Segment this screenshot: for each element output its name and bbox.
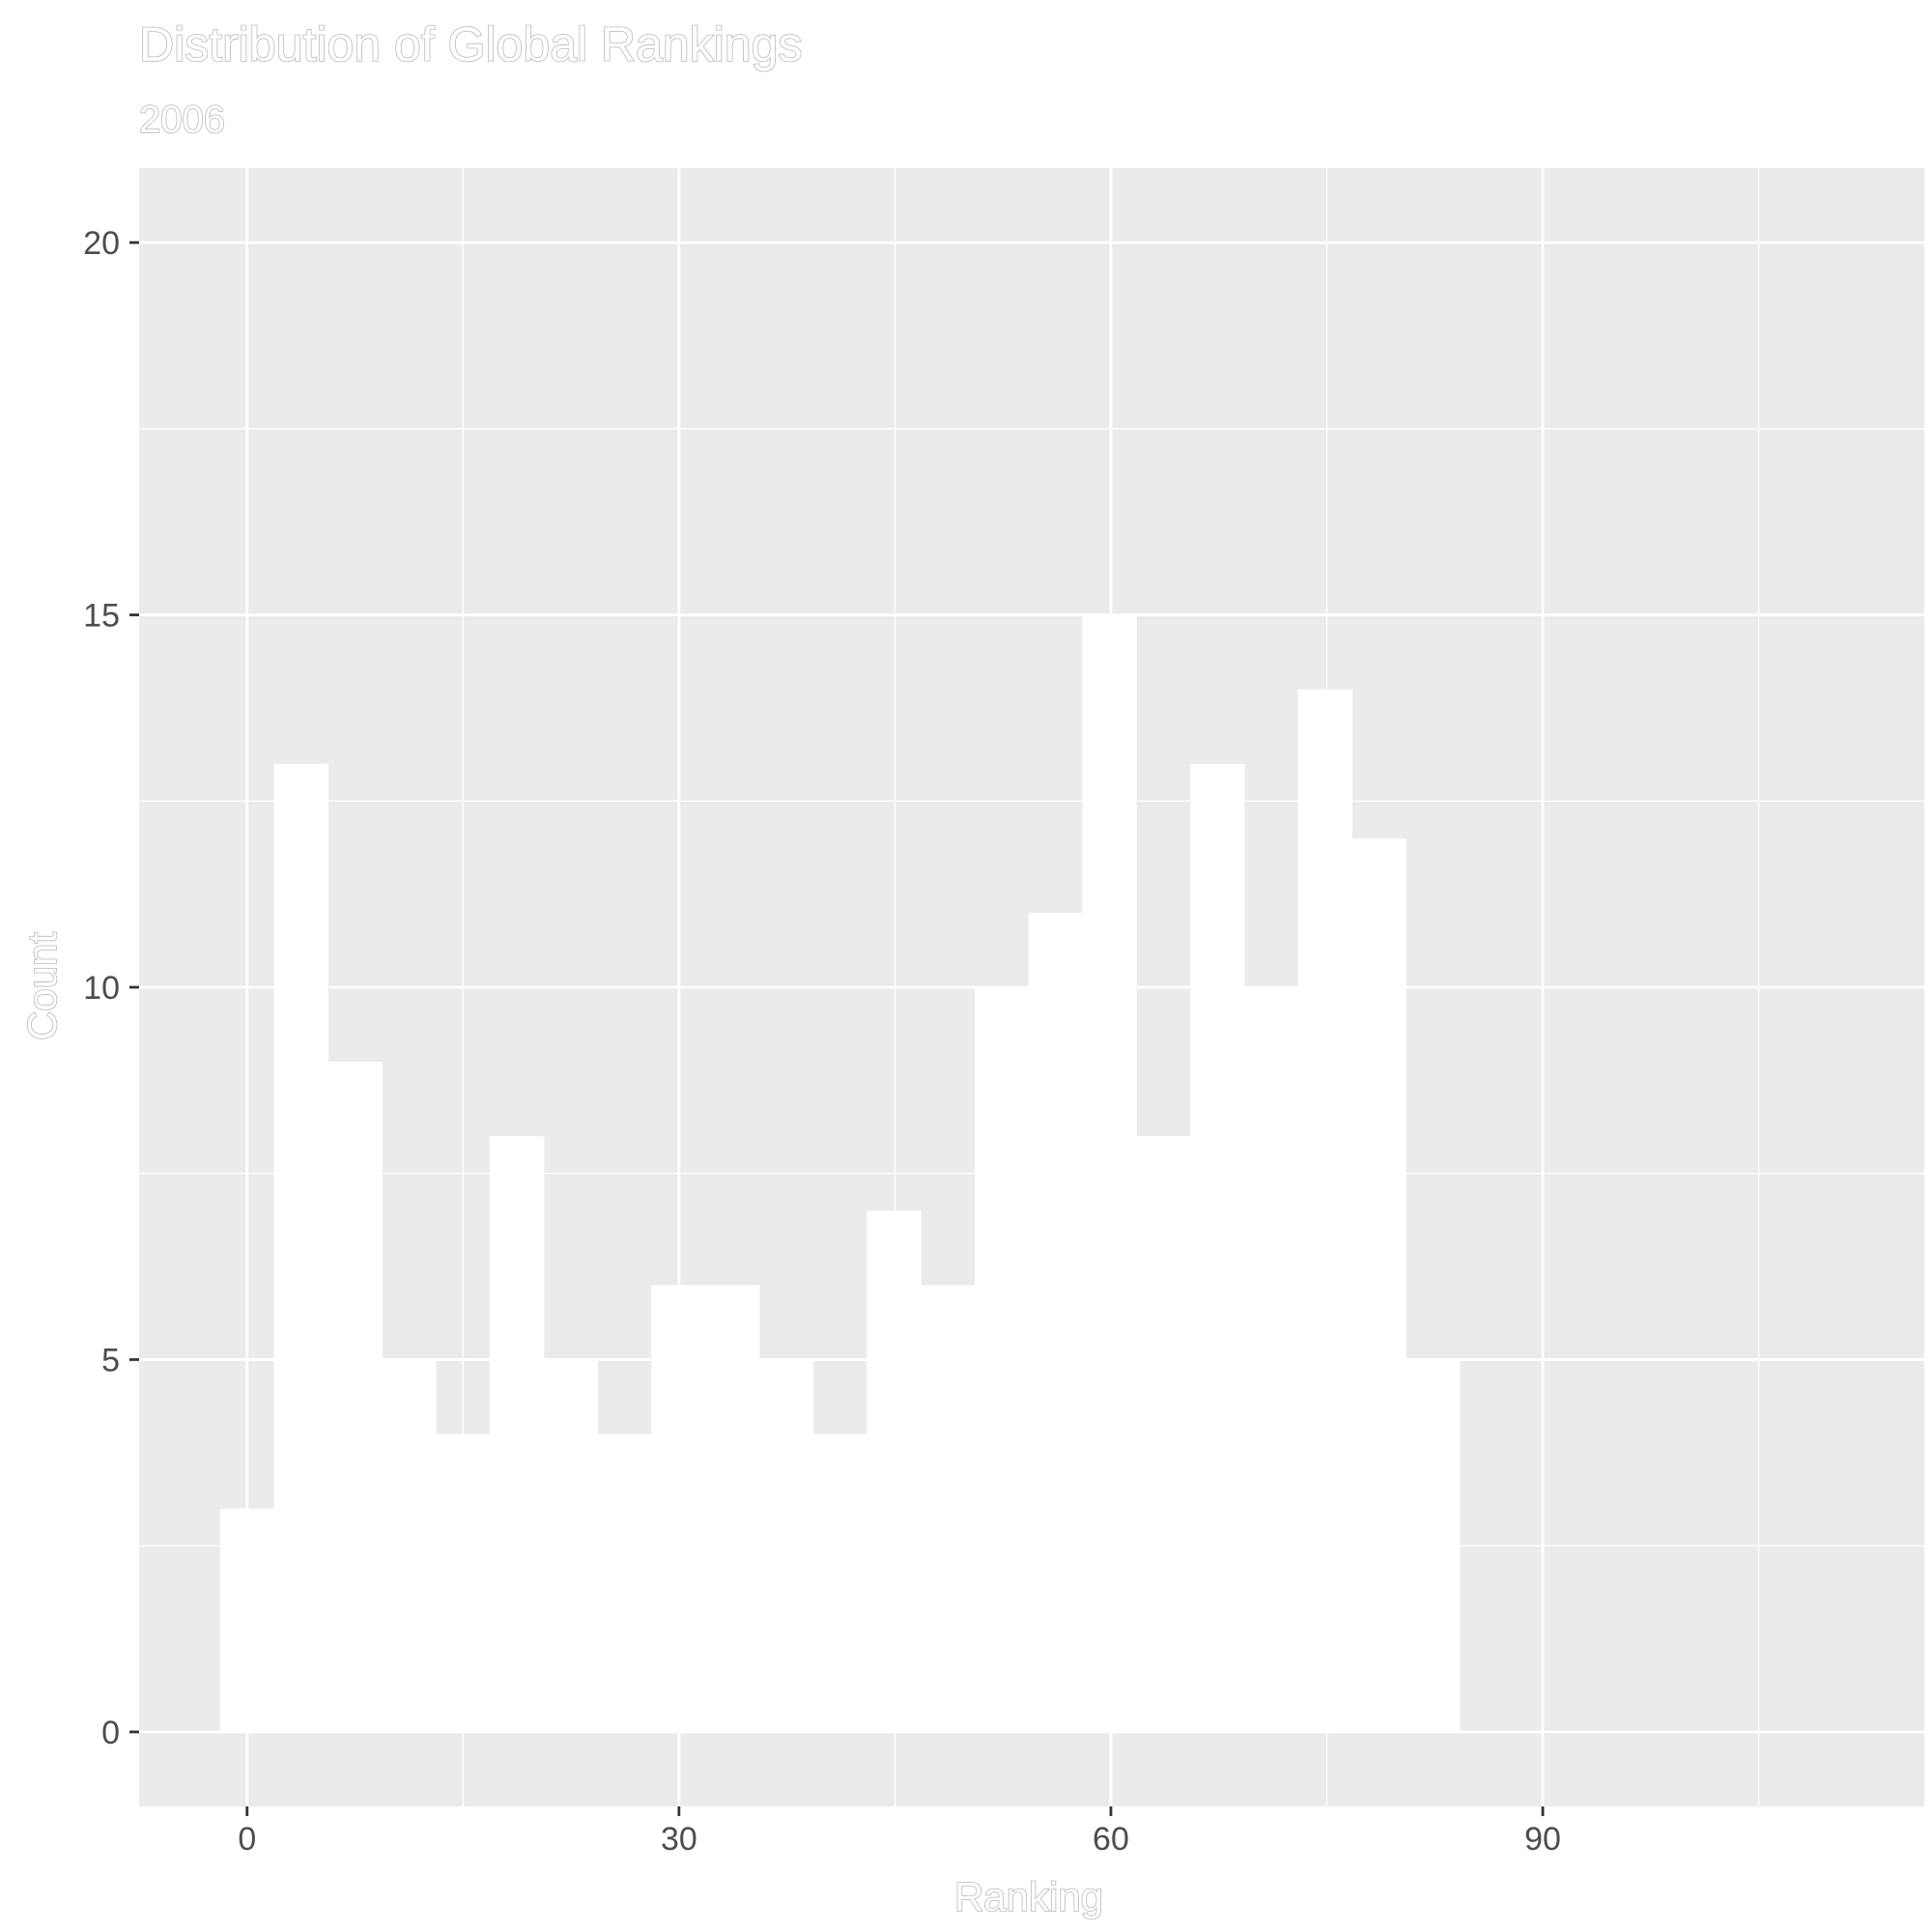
histogram-bar bbox=[921, 1285, 976, 1732]
histogram-bar bbox=[436, 1434, 491, 1732]
y-tick-label: 10 bbox=[83, 970, 120, 1007]
chart-title: Distribution of Global Rankings bbox=[139, 17, 802, 71]
histogram-bar bbox=[219, 1508, 275, 1732]
y-axis-label: Count bbox=[19, 932, 65, 1040]
x-tick-label: 0 bbox=[238, 1821, 256, 1858]
histogram-bar bbox=[1297, 689, 1353, 1732]
y-tick-label: 0 bbox=[101, 1715, 120, 1751]
histogram-bar bbox=[1406, 1359, 1461, 1732]
chart-subtitle: 2006 bbox=[139, 99, 225, 141]
x-tick-label: 30 bbox=[661, 1821, 697, 1858]
histogram-bar bbox=[1243, 987, 1299, 1732]
histogram-bar bbox=[704, 1285, 760, 1732]
histogram-bars bbox=[219, 614, 1461, 1732]
histogram-bar bbox=[1082, 614, 1137, 1732]
y-axis: 0 5 10 15 20 bbox=[83, 225, 139, 1751]
histogram-bar bbox=[1190, 763, 1245, 1732]
histogram-bar bbox=[651, 1285, 706, 1732]
x-axis: 0 30 60 90 bbox=[238, 1806, 1561, 1858]
histogram-bar bbox=[812, 1434, 867, 1732]
histogram-bar bbox=[1351, 838, 1406, 1732]
histogram-bar bbox=[867, 1210, 922, 1732]
histogram-bar bbox=[273, 763, 328, 1732]
y-tick-label: 20 bbox=[83, 225, 120, 262]
histogram-bar bbox=[327, 1062, 383, 1732]
histogram-bar bbox=[1028, 912, 1084, 1732]
y-tick-label: 15 bbox=[83, 598, 120, 635]
histogram-bar bbox=[1136, 1136, 1191, 1732]
x-tick-label: 90 bbox=[1524, 1821, 1561, 1858]
y-tick-label: 5 bbox=[101, 1342, 120, 1378]
histogram-bar bbox=[974, 987, 1030, 1732]
histogram-bar bbox=[382, 1359, 437, 1732]
x-axis-label: Ranking bbox=[954, 1874, 1103, 1919]
histogram-bar bbox=[489, 1136, 545, 1732]
histogram-bar bbox=[597, 1434, 652, 1732]
histogram-bar bbox=[758, 1359, 814, 1732]
histogram-bar bbox=[543, 1359, 598, 1732]
x-tick-label: 60 bbox=[1093, 1821, 1129, 1858]
